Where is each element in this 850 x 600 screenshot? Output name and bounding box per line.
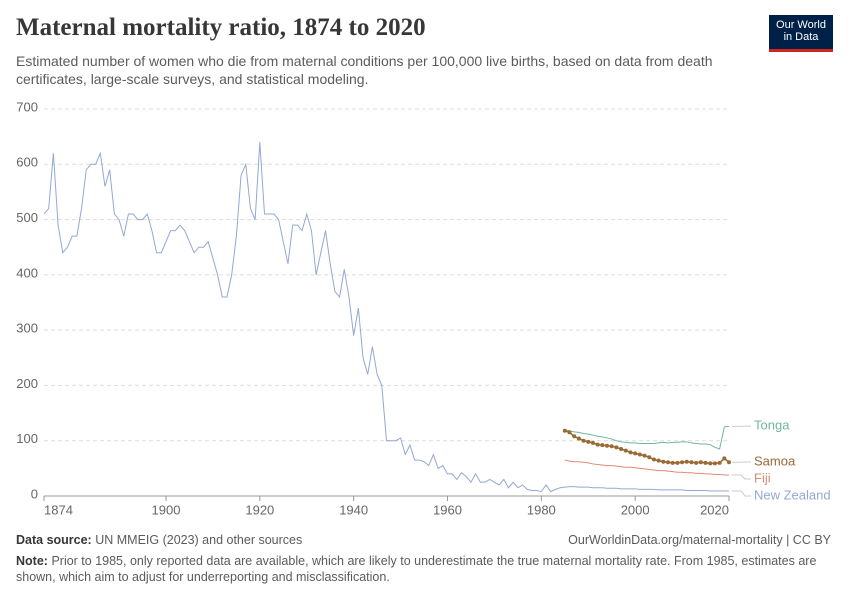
- series-line: [564, 425, 730, 450]
- series-marker: [562, 428, 567, 433]
- series-marker: [628, 450, 633, 455]
- chart-title: Maternal mortality ratio, 1874 to 2020: [16, 14, 426, 41]
- series-marker: [586, 439, 591, 444]
- x-tick-label: 1874: [44, 502, 73, 517]
- series-marker: [703, 460, 708, 465]
- note: Note: Prior to 1985, only reported data …: [16, 553, 831, 585]
- series-marker: [656, 458, 661, 463]
- series-marker: [600, 443, 605, 448]
- series-marker: [619, 447, 624, 452]
- logo-text: in Data: [783, 31, 819, 43]
- series-marker: [727, 460, 731, 465]
- y-tick-label: 600: [16, 155, 38, 170]
- logo-text: Our World: [776, 19, 826, 31]
- series-marker: [722, 456, 727, 461]
- series-line: [564, 459, 729, 476]
- logo[interactable]: Our World in Data: [769, 15, 833, 52]
- x-tick-label: 1980: [527, 502, 556, 517]
- series-marker: [623, 448, 628, 453]
- series-marker: [637, 452, 642, 457]
- legend-label: New Zealand: [754, 487, 831, 502]
- source: Data source: UN MMEIG (2023) and other s…: [16, 533, 302, 547]
- series-marker: [647, 455, 652, 460]
- label-connector: [732, 490, 751, 497]
- series-marker: [661, 459, 666, 464]
- legend-label: Samoa: [754, 453, 796, 468]
- series-marker: [633, 451, 638, 456]
- series-marker: [684, 459, 689, 464]
- series-marker: [651, 457, 656, 462]
- series-marker: [698, 460, 703, 465]
- series-marker: [642, 453, 647, 458]
- source-url[interactable]: OurWorldinData.org/maternal-mortality | …: [568, 533, 831, 547]
- series-marker: [708, 461, 713, 466]
- series-marker: [712, 461, 717, 466]
- series-marker: [689, 460, 694, 465]
- series-marker: [609, 444, 614, 449]
- y-tick-label: 0: [31, 486, 38, 501]
- y-tick-label: 200: [16, 376, 38, 391]
- source-text: UN MMEIG (2023) and other sources: [95, 533, 303, 547]
- note-label: Note:: [16, 554, 48, 568]
- series-marker: [614, 445, 619, 450]
- chart-subtitle: Estimated number of women who die from m…: [16, 53, 713, 87]
- x-tick-label: 2020: [700, 502, 729, 517]
- series-marker: [605, 443, 610, 448]
- x-tick-label: 1960: [433, 502, 462, 517]
- series-marker: [567, 430, 572, 435]
- note-text: Prior to 1985, only reported data are av…: [16, 554, 817, 584]
- source-label: Data source:: [16, 533, 92, 547]
- series-marker: [590, 440, 595, 445]
- x-tick-label: 1940: [339, 502, 368, 517]
- series-marker: [576, 436, 581, 441]
- label-connector: [732, 474, 751, 480]
- x-tick-label: 1920: [245, 502, 274, 517]
- legend-label: Tonga: [754, 418, 790, 433]
- series-marker: [666, 460, 671, 465]
- series-marker: [675, 460, 680, 465]
- legend-label: Fiji: [754, 470, 771, 485]
- series-marker: [595, 442, 600, 447]
- series-line: [43, 142, 729, 493]
- y-tick-label: 500: [16, 210, 38, 225]
- y-tick-label: 100: [16, 431, 38, 446]
- series-marker: [670, 460, 675, 465]
- series-marker: [717, 460, 722, 465]
- series-marker: [694, 460, 699, 465]
- y-tick-label: 300: [16, 321, 38, 336]
- series-line: [564, 430, 730, 465]
- y-tick-label: 400: [16, 265, 38, 280]
- series-marker: [680, 460, 685, 465]
- series-marker: [581, 438, 586, 443]
- x-tick-label: 1900: [152, 502, 181, 517]
- y-tick-label: 700: [16, 99, 38, 114]
- series-marker: [572, 434, 577, 439]
- x-tick-label: 2000: [621, 502, 650, 517]
